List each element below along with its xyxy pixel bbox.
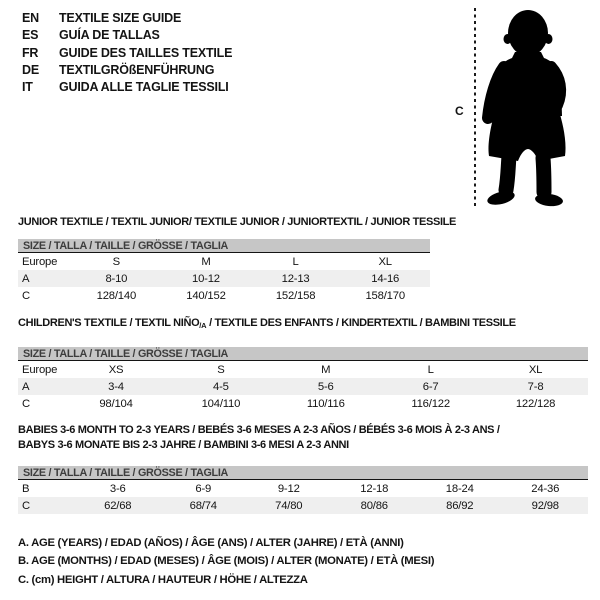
table-row: C 62/68 68/74 74/80 80/86 86/92 92/98 <box>18 497 588 514</box>
table-cell: 80/86 <box>331 497 417 514</box>
size-header-bar: SIZE / TALLA / TAILLE / GRÖSSE / TAGLIA <box>18 239 430 253</box>
language-title: GUIDE DES TAILLES TEXTILE <box>59 45 233 60</box>
table-cell: 14-16 <box>340 270 430 287</box>
table-cell: 24-36 <box>531 482 560 495</box>
table-row: A 8-10 10-12 12-13 14-16 <box>18 270 430 287</box>
language-row-fr: FR GUIDE DES TAILLES TEXTILE <box>22 45 232 62</box>
table-cell: 74/80 <box>246 497 332 514</box>
table-cell: 3-6 <box>109 482 126 495</box>
table-cell: 6-9 <box>195 482 212 495</box>
language-row-en: EN TEXTILE SIZE GUIDE <box>22 10 232 27</box>
table-cell: 68/74 <box>160 497 246 514</box>
table-cell: XL <box>528 363 543 376</box>
table-cell: 62/68 <box>75 497 161 514</box>
legend-note-b: B. AGE (MONTHS) / EDAD (MESES) / ÂGE (MO… <box>18 555 435 568</box>
table-cell: S <box>217 363 225 376</box>
children-title-text: CHILDREN'S TEXTILE / TEXTIL NIÑO <box>18 317 200 329</box>
babies-table-title: BABIES 3-6 MONTH TO 2-3 YEARS / BEBÉS 3-… <box>18 423 500 452</box>
table-cell: 8-10 <box>71 270 162 287</box>
table-cell: 128/140 <box>96 289 137 302</box>
table-cell: 6-7 <box>378 378 484 395</box>
table-cell: S <box>112 255 121 268</box>
table-cell: L <box>427 363 434 376</box>
babies-title-line2: BABYS 3-6 MONATE BIS 2-3 JAHRE / BAMBINI… <box>18 438 349 451</box>
table-row: C 128/140 140/152 152/158 158/170 <box>18 287 430 304</box>
children-title-subscript: /A <box>199 321 207 330</box>
table-cell: 122/128 <box>515 397 556 410</box>
table-cell: Europe <box>22 255 58 268</box>
table-cell: 104/110 <box>201 397 241 410</box>
table-cell: B <box>22 482 30 495</box>
table-cell: 7-8 <box>483 378 588 395</box>
language-row-de: DE TEXTILGRÖßENFÜHRUNG <box>22 62 232 79</box>
children-table-title: CHILDREN'S TEXTILE / TEXTIL NIÑO/A / TEX… <box>18 317 516 330</box>
children-table: SIZE / TALLA / TAILLE / GRÖSSE / TAGLIA … <box>18 347 588 412</box>
table-cell: Europe <box>22 363 58 376</box>
junior-table: SIZE / TALLA / TAILLE / GRÖSSE / TAGLIA … <box>18 239 430 304</box>
table-cell: C <box>22 397 30 410</box>
table-cell: A <box>18 270 72 287</box>
table-cell: XL <box>378 255 392 268</box>
table-cell: M <box>321 363 331 376</box>
language-title: TEXTILGRÖßENFÜHRUNG <box>59 62 215 77</box>
height-measure-label: C <box>455 104 464 118</box>
baby-silhouette-icon <box>482 10 567 207</box>
table-cell: 9-12 <box>277 482 300 495</box>
table-cell: 3-4 <box>63 378 169 395</box>
legend-note-c: C. (cm) HEIGHT / ALTURA / HAUTEUR / HÖHE… <box>18 573 308 586</box>
size-header-bar: SIZE / TALLA / TAILLE / GRÖSSE / TAGLIA <box>18 347 588 361</box>
table-cell: 10-12 <box>161 270 251 287</box>
size-header-bar: SIZE / TALLA / TAILLE / GRÖSSE / TAGLIA <box>18 466 588 480</box>
children-title-text: / TEXTILE DES ENFANTS / KINDERTEXTIL / B… <box>206 317 516 329</box>
language-title: GUÍA DE TALLAS <box>59 28 160 43</box>
language-row-it: IT GUIDA ALLE TAGLIE TESSILI <box>22 79 232 96</box>
language-list: EN TEXTILE SIZE GUIDE ES GUÍA DE TALLAS … <box>22 10 232 96</box>
babies-title-line1: BABIES 3-6 MONTH TO 2-3 YEARS / BEBÉS 3-… <box>18 424 500 436</box>
table-row: Europe XS S M L XL <box>18 361 588 378</box>
language-title: GUIDA ALLE TAGLIE TESSILI <box>59 80 229 95</box>
language-code: ES <box>22 28 39 43</box>
language-code: FR <box>22 45 39 60</box>
table-row: B 3-6 6-9 9-12 12-18 18-24 24-36 <box>18 480 588 497</box>
table-cell: 12-13 <box>250 270 341 287</box>
babies-table: SIZE / TALLA / TAILLE / GRÖSSE / TAGLIA … <box>18 466 588 514</box>
language-row-es: ES GUÍA DE TALLAS <box>22 27 232 44</box>
height-measure-dotted-line <box>474 8 476 208</box>
table-cell: L <box>292 255 299 268</box>
table-cell: XS <box>108 363 124 376</box>
table-cell: 4-5 <box>168 378 274 395</box>
table-cell: 152/158 <box>275 289 316 302</box>
table-cell: C <box>22 289 30 302</box>
language-title: TEXTILE SIZE GUIDE <box>59 11 182 25</box>
language-code: EN <box>22 11 39 25</box>
language-code: DE <box>22 62 39 77</box>
table-cell: 92/98 <box>502 497 588 514</box>
table-cell: 158/170 <box>365 289 405 302</box>
language-code: IT <box>22 80 33 95</box>
table-cell: M <box>201 255 211 268</box>
table-cell: 116/122 <box>411 397 450 410</box>
table-cell: 12-18 <box>360 482 389 495</box>
table-row: Europe S M L XL <box>18 253 430 270</box>
table-cell: 5-6 <box>273 378 379 395</box>
table-cell: 18-24 <box>445 482 474 495</box>
measure-legend: A. AGE (YEARS) / EDAD (AÑOS) / ÂGE (ANS)… <box>18 534 434 589</box>
table-cell: 98/104 <box>99 397 133 410</box>
table-cell: C <box>18 497 75 514</box>
table-cell: 86/92 <box>417 497 503 514</box>
table-cell: A <box>18 378 64 395</box>
table-row: A 3-4 4-5 5-6 6-7 7-8 <box>18 378 588 395</box>
table-cell: 140/152 <box>186 289 226 302</box>
legend-note-a: A. AGE (YEARS) / EDAD (AÑOS) / ÂGE (ANS)… <box>18 537 404 549</box>
table-row: C 98/104 104/110 110/116 116/122 122/128 <box>18 395 588 412</box>
table-cell: 110/116 <box>306 397 345 410</box>
junior-table-title: JUNIOR TEXTILE / TEXTIL JUNIOR/ TEXTILE … <box>18 216 457 228</box>
